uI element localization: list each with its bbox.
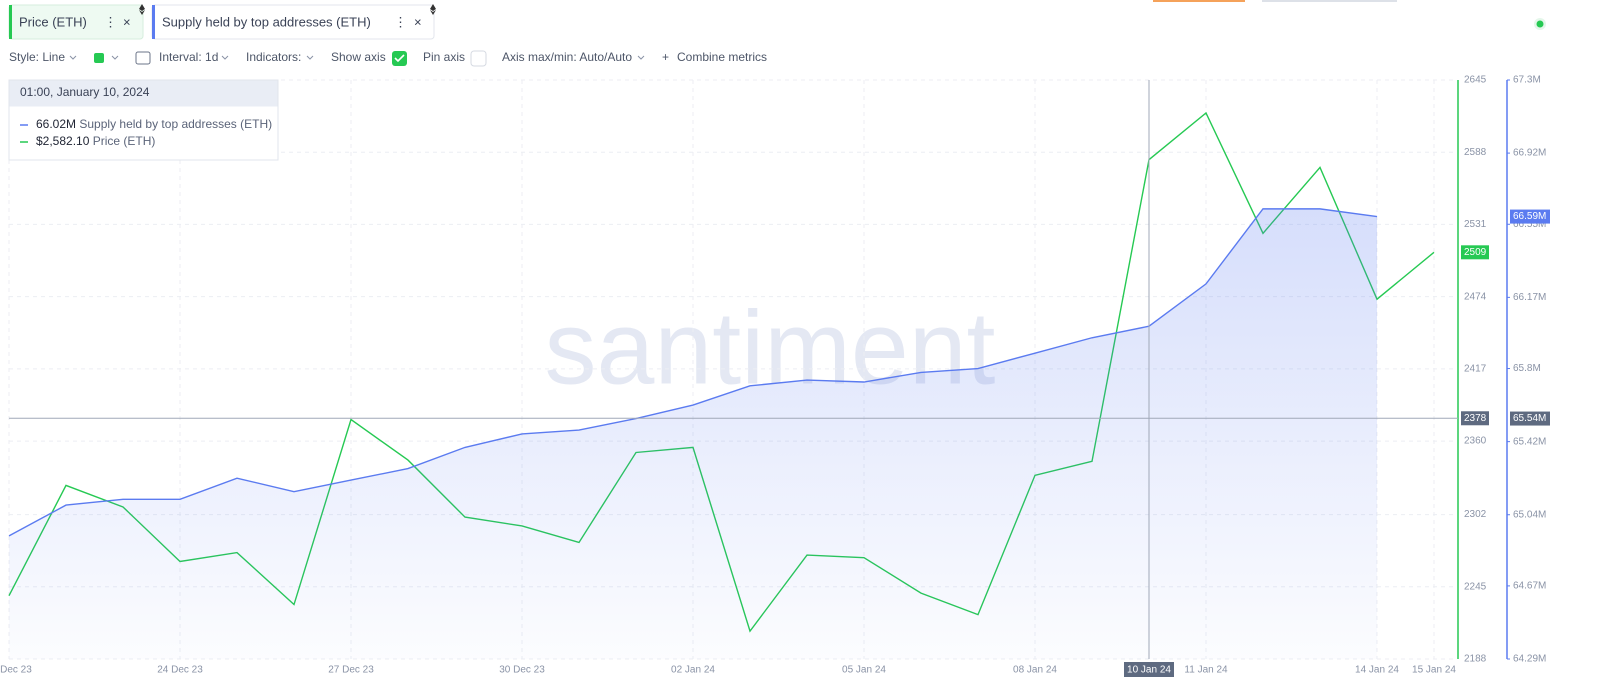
y-tick-label: 2188 [1464, 654, 1487, 665]
top-button[interactable] [1153, 0, 1245, 2]
y-tick-label: 2588 [1464, 147, 1487, 158]
y-tick-label: 2360 [1464, 436, 1487, 447]
last-value-label: 2509 [1464, 247, 1487, 258]
y2-tick-label: 66.92M [1513, 148, 1546, 159]
plus-icon: + [662, 50, 669, 64]
area [9, 208, 1377, 659]
x-tick-label: 05 Jan 24 [842, 665, 886, 676]
tooltip: 01:00, January 10, 2024 66.02M Supply hel… [8, 79, 279, 161]
x-tick-label: 08 Jan 24 [1013, 665, 1057, 676]
last-value-label: 66.59M [1513, 211, 1546, 222]
tooltip-header [9, 80, 278, 107]
crosshair-y-label: 2378 [1464, 413, 1487, 424]
axis-range-select[interactable]: Axis max/min: Auto/Auto [502, 50, 632, 64]
crosshair-y2-label: 65.54M [1513, 413, 1546, 424]
x-tick-label: 10 Jan 24 [1127, 665, 1171, 676]
tooltip-name: Price (ETH) [93, 134, 156, 148]
y2-tick-label: 67.3M [1513, 75, 1541, 86]
check [394, 54, 405, 63]
chevron [637, 55, 645, 60]
last-value-badge [1461, 245, 1489, 260]
x-tick-label: 21 Dec 23 [0, 665, 32, 676]
y2-tick-label: 64.29M [1513, 654, 1546, 665]
crosshair-badge [1510, 411, 1550, 426]
combine-button[interactable]: Combine metrics [677, 50, 767, 64]
pin-axis-label[interactable]: Pin axis [423, 50, 465, 64]
eth-icon [139, 4, 145, 15]
metric-tab[interactable]: Price (ETH) ⋮ × [8, 4, 145, 40]
tooltip-name: Supply held by top addresses (ETH) [79, 117, 272, 131]
y-tick-label: 2645 [1464, 75, 1487, 86]
toolbar: Style: Line Interval: 1d Indicators: Sho… [9, 50, 767, 67]
y2-tick-label: 65.04M [1513, 509, 1546, 520]
chevron [69, 55, 77, 60]
tab-label: Supply held by top addresses (ETH) [162, 14, 371, 29]
y2-tick-label: 64.67M [1513, 581, 1546, 592]
indicators-select[interactable]: Indicators: [246, 50, 301, 64]
crosshair-x-badge [1124, 662, 1174, 677]
x-tick-label: 27 Dec 23 [328, 665, 374, 676]
tooltip-item: 66.02M Supply held by top addresses (ETH… [36, 117, 272, 131]
interval-select[interactable]: Interval: 1d [159, 50, 218, 64]
metric-tab[interactable]: Supply held by top addresses (ETH) ⋮ × [151, 4, 436, 40]
x-tick-label: 30 Dec 23 [499, 665, 545, 676]
x-tick-label: 11 Jan 24 [1184, 665, 1228, 676]
y-tick-label: 2531 [1464, 219, 1487, 230]
tooltip-item: $2,582.10 Price (ETH) [36, 134, 155, 148]
y2-tick-label: 65.42M [1513, 436, 1546, 447]
status-dot [1536, 20, 1544, 28]
tooltip-value: 66.02M [36, 117, 76, 131]
y2-tick-label: 66.17M [1513, 292, 1546, 303]
pin-axis-checkbox[interactable] [470, 50, 487, 67]
plot: santiment2188224523022360241724742531258… [0, 75, 1550, 677]
eth-icon [430, 4, 436, 15]
y-tick-label: 2474 [1464, 291, 1487, 302]
y-tick-label: 2417 [1464, 364, 1487, 375]
x-tick-label: 14 Jan 24 [1355, 665, 1399, 676]
interval-icon [135, 51, 151, 65]
chevron [111, 55, 119, 60]
x-tick-label: 15 Jan 24 [1412, 665, 1456, 676]
color-picker[interactable] [94, 53, 104, 63]
x-tick-label: 02 Jan 24 [671, 665, 715, 676]
style-select[interactable]: Style: Line [9, 50, 65, 64]
tooltip-title: 01:00, January 10, 2024 [20, 85, 150, 99]
tab-close[interactable]: × [414, 14, 422, 29]
chevron [221, 55, 229, 60]
last-value-badge [1510, 209, 1550, 224]
show-axis-label[interactable]: Show axis [331, 50, 386, 64]
y2-tick-label: 66.55M [1513, 219, 1546, 230]
tab-menu[interactable]: ⋮ [394, 14, 407, 29]
x-tick-label: 24 Dec 23 [157, 665, 203, 676]
tab-close[interactable]: × [123, 14, 131, 29]
tab-menu[interactable]: ⋮ [104, 14, 117, 29]
y-tick-label: 2302 [1464, 509, 1487, 520]
top-button[interactable] [1262, 0, 1397, 2]
chevron [306, 55, 314, 60]
crosshair-badge [1461, 411, 1489, 426]
y2-tick-label: 65.8M [1513, 363, 1541, 374]
tab-label: Price (ETH) [19, 14, 87, 29]
y-tick-label: 2245 [1464, 581, 1487, 592]
tooltip-value: $2,582.10 [36, 134, 90, 148]
